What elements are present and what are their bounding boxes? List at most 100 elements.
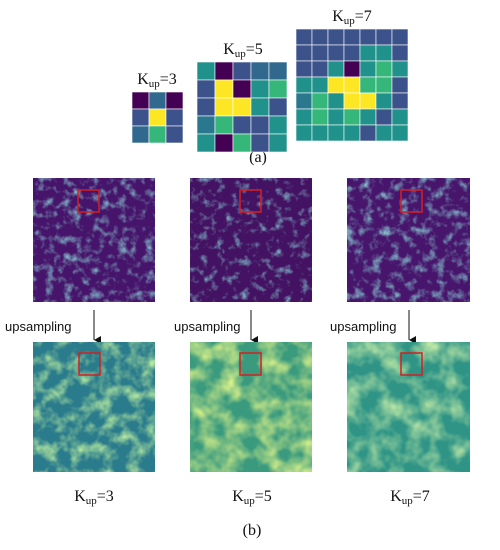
kernel-cell	[311, 28, 329, 46]
kernel-cell	[295, 28, 313, 46]
kernel-cell	[311, 124, 329, 142]
label-sub: up	[149, 78, 161, 90]
label-eq: =7	[413, 488, 430, 505]
highlight-box	[239, 189, 262, 213]
kernel-cell	[359, 124, 377, 142]
kernel-cell	[391, 60, 409, 78]
kernel-cell	[232, 133, 252, 153]
label-sub: up	[402, 495, 414, 507]
arrow-label: upsampling	[5, 319, 72, 334]
label-base: K	[332, 8, 344, 25]
kernel-cell	[391, 124, 409, 142]
kernel-cell	[214, 97, 234, 117]
kernel-cell	[214, 79, 234, 99]
kernel-cell	[311, 76, 329, 94]
feature-map	[347, 342, 470, 472]
highlight-box	[400, 189, 423, 213]
kernel-cell	[391, 28, 409, 46]
kernel-cell	[232, 115, 252, 135]
kernel-cell	[268, 97, 288, 117]
column-label: Kup=5	[232, 488, 272, 507]
feature-map	[190, 178, 312, 302]
kernel-cell	[311, 92, 329, 110]
kernel-cell	[250, 61, 270, 81]
kernel-cell	[391, 44, 409, 62]
label-eq: =5	[246, 41, 263, 58]
column-label: Kup=3	[74, 488, 114, 507]
map-texture	[190, 178, 312, 302]
kernel-cell	[343, 108, 361, 126]
kernel-cell	[327, 28, 345, 46]
kernel-cell	[327, 108, 345, 126]
map-texture	[347, 342, 470, 472]
kernel-cell	[295, 92, 313, 110]
kernel-cell	[327, 92, 345, 110]
label-sub: up	[244, 495, 256, 507]
kernel-cell	[250, 97, 270, 117]
kernel-cell	[295, 76, 313, 94]
feature-map	[33, 178, 155, 302]
kernel-cell	[165, 125, 184, 144]
kernel-cell	[250, 79, 270, 99]
kernel-cell	[250, 133, 270, 153]
kernel-cell	[196, 133, 216, 153]
kernel-cell	[375, 44, 393, 62]
label-base: K	[390, 488, 402, 505]
map-texture	[33, 342, 155, 472]
kernel-cell	[295, 124, 313, 142]
kernel-cell	[165, 108, 184, 127]
kernel-cell	[343, 44, 361, 62]
label-base: K	[137, 71, 149, 88]
label-base: K	[74, 488, 86, 505]
feature-map	[190, 342, 312, 472]
kernel-cell	[311, 60, 329, 78]
kernel-cell	[311, 108, 329, 126]
kernel-cell	[232, 79, 252, 99]
kernel-cell	[131, 91, 150, 110]
highlight-box	[239, 352, 262, 376]
kernel-cell	[165, 91, 184, 110]
map-texture	[347, 178, 470, 302]
kernel-cell	[214, 133, 234, 153]
kernel-cell	[268, 133, 288, 153]
kernel-cell	[214, 61, 234, 81]
kernel-cell	[375, 108, 393, 126]
kernel-label: Kup=3	[137, 71, 177, 90]
kernel-cell	[343, 92, 361, 110]
kernel-label: Kup=7	[332, 8, 372, 27]
arrow-label: upsampling	[174, 319, 241, 334]
kernel-cell	[343, 124, 361, 142]
kernel-cell	[250, 115, 270, 135]
map-texture	[190, 342, 312, 472]
kernel-cell	[359, 44, 377, 62]
kernel-cell	[295, 108, 313, 126]
caption: (b)	[243, 522, 262, 539]
kernel-cell	[391, 108, 409, 126]
label-base: K	[232, 488, 244, 505]
kernel-cell	[196, 79, 216, 99]
kernel-cell	[295, 44, 313, 62]
kernel-cell	[391, 92, 409, 110]
label-eq: =7	[355, 8, 372, 25]
kernel-cell	[196, 61, 216, 81]
kernel-cell	[327, 124, 345, 142]
feature-map	[347, 178, 470, 302]
kernel-cell	[375, 76, 393, 94]
kernel-cell	[327, 44, 345, 62]
kernel-cell	[375, 92, 393, 110]
kernel-cell	[196, 97, 216, 117]
label-eq: =3	[97, 488, 114, 505]
kernel-cell	[311, 44, 329, 62]
kernel-cell	[359, 92, 377, 110]
label-eq: =5	[255, 488, 272, 505]
kernel-cell	[359, 108, 377, 126]
column-label: Kup=7	[390, 488, 430, 507]
kernel-cell	[196, 115, 216, 135]
kernel-cell	[391, 76, 409, 94]
kernel-cell	[359, 60, 377, 78]
kernel-cell	[148, 125, 167, 144]
kernel-cell	[232, 61, 252, 81]
kernel-cell	[375, 124, 393, 142]
kernel-cell	[268, 115, 288, 135]
